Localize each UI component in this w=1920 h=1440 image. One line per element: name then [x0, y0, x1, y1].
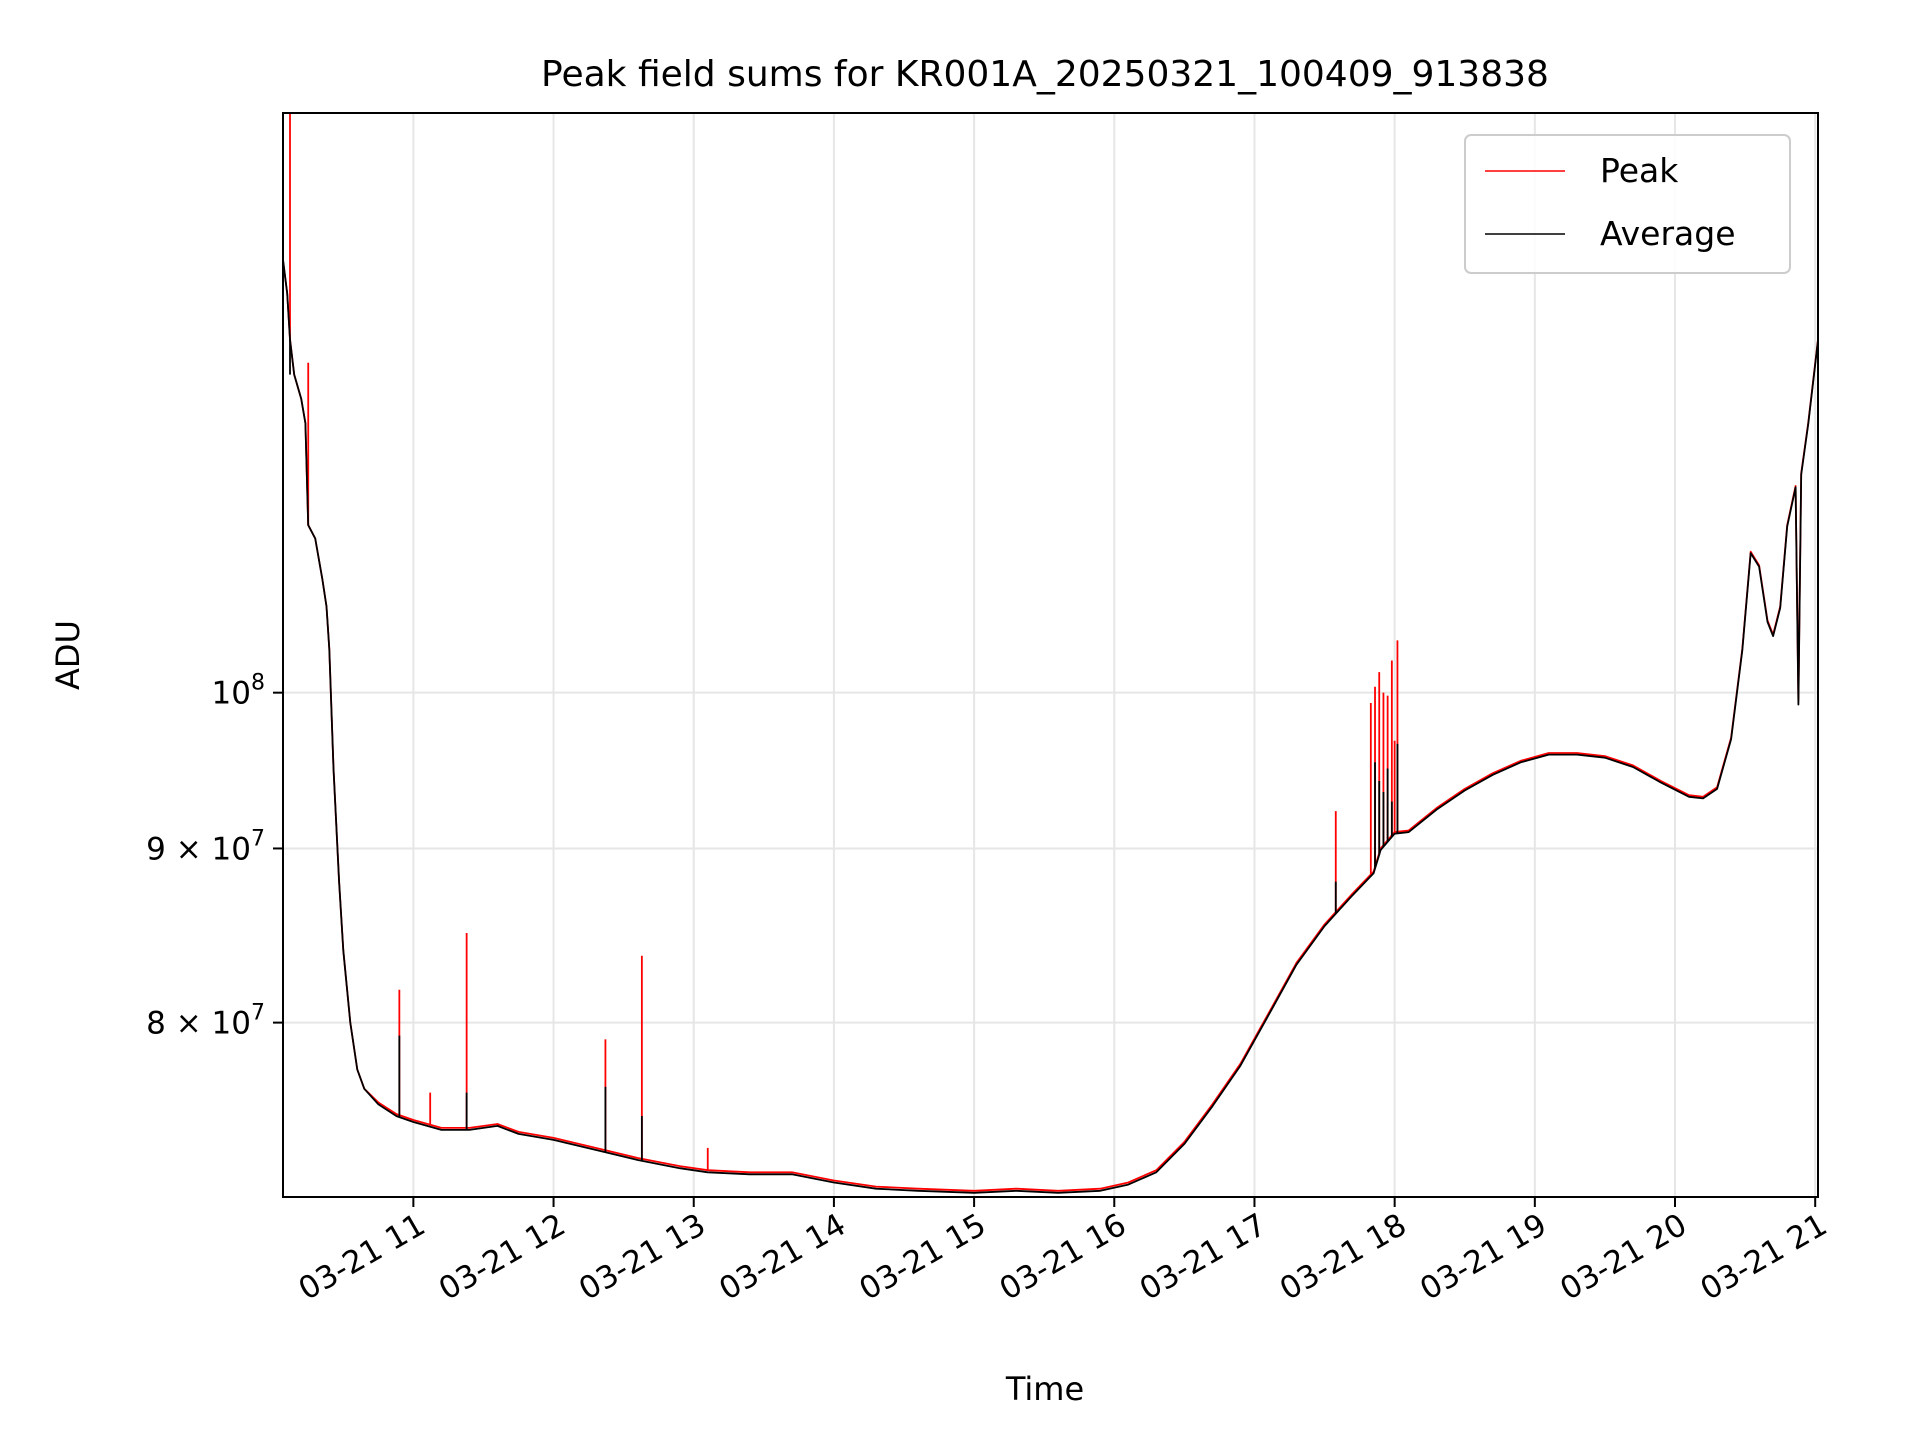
y-tick-label: 9 × 107 [146, 826, 265, 867]
axes-frame [282, 112, 1819, 1198]
y-axis-label: ADU [49, 620, 87, 690]
y-tick-label: 8 × 107 [146, 1001, 265, 1042]
legend-box [1464, 134, 1791, 274]
legend-label-average: Average [1600, 214, 1736, 253]
series-average [283, 259, 1818, 1194]
y-tick-label: 108 [212, 671, 265, 712]
grid-lines [283, 113, 1818, 1197]
x-axis-label: Time [1005, 1370, 1084, 1408]
series-line-average [283, 259, 1818, 1194]
legend-label-peak: Peak [1600, 151, 1679, 190]
chart-title: Peak field sums for KR001A_20250321_1004… [541, 54, 1549, 95]
plot-area [283, 113, 1818, 1194]
legend: Peak Average [1464, 134, 1791, 274]
